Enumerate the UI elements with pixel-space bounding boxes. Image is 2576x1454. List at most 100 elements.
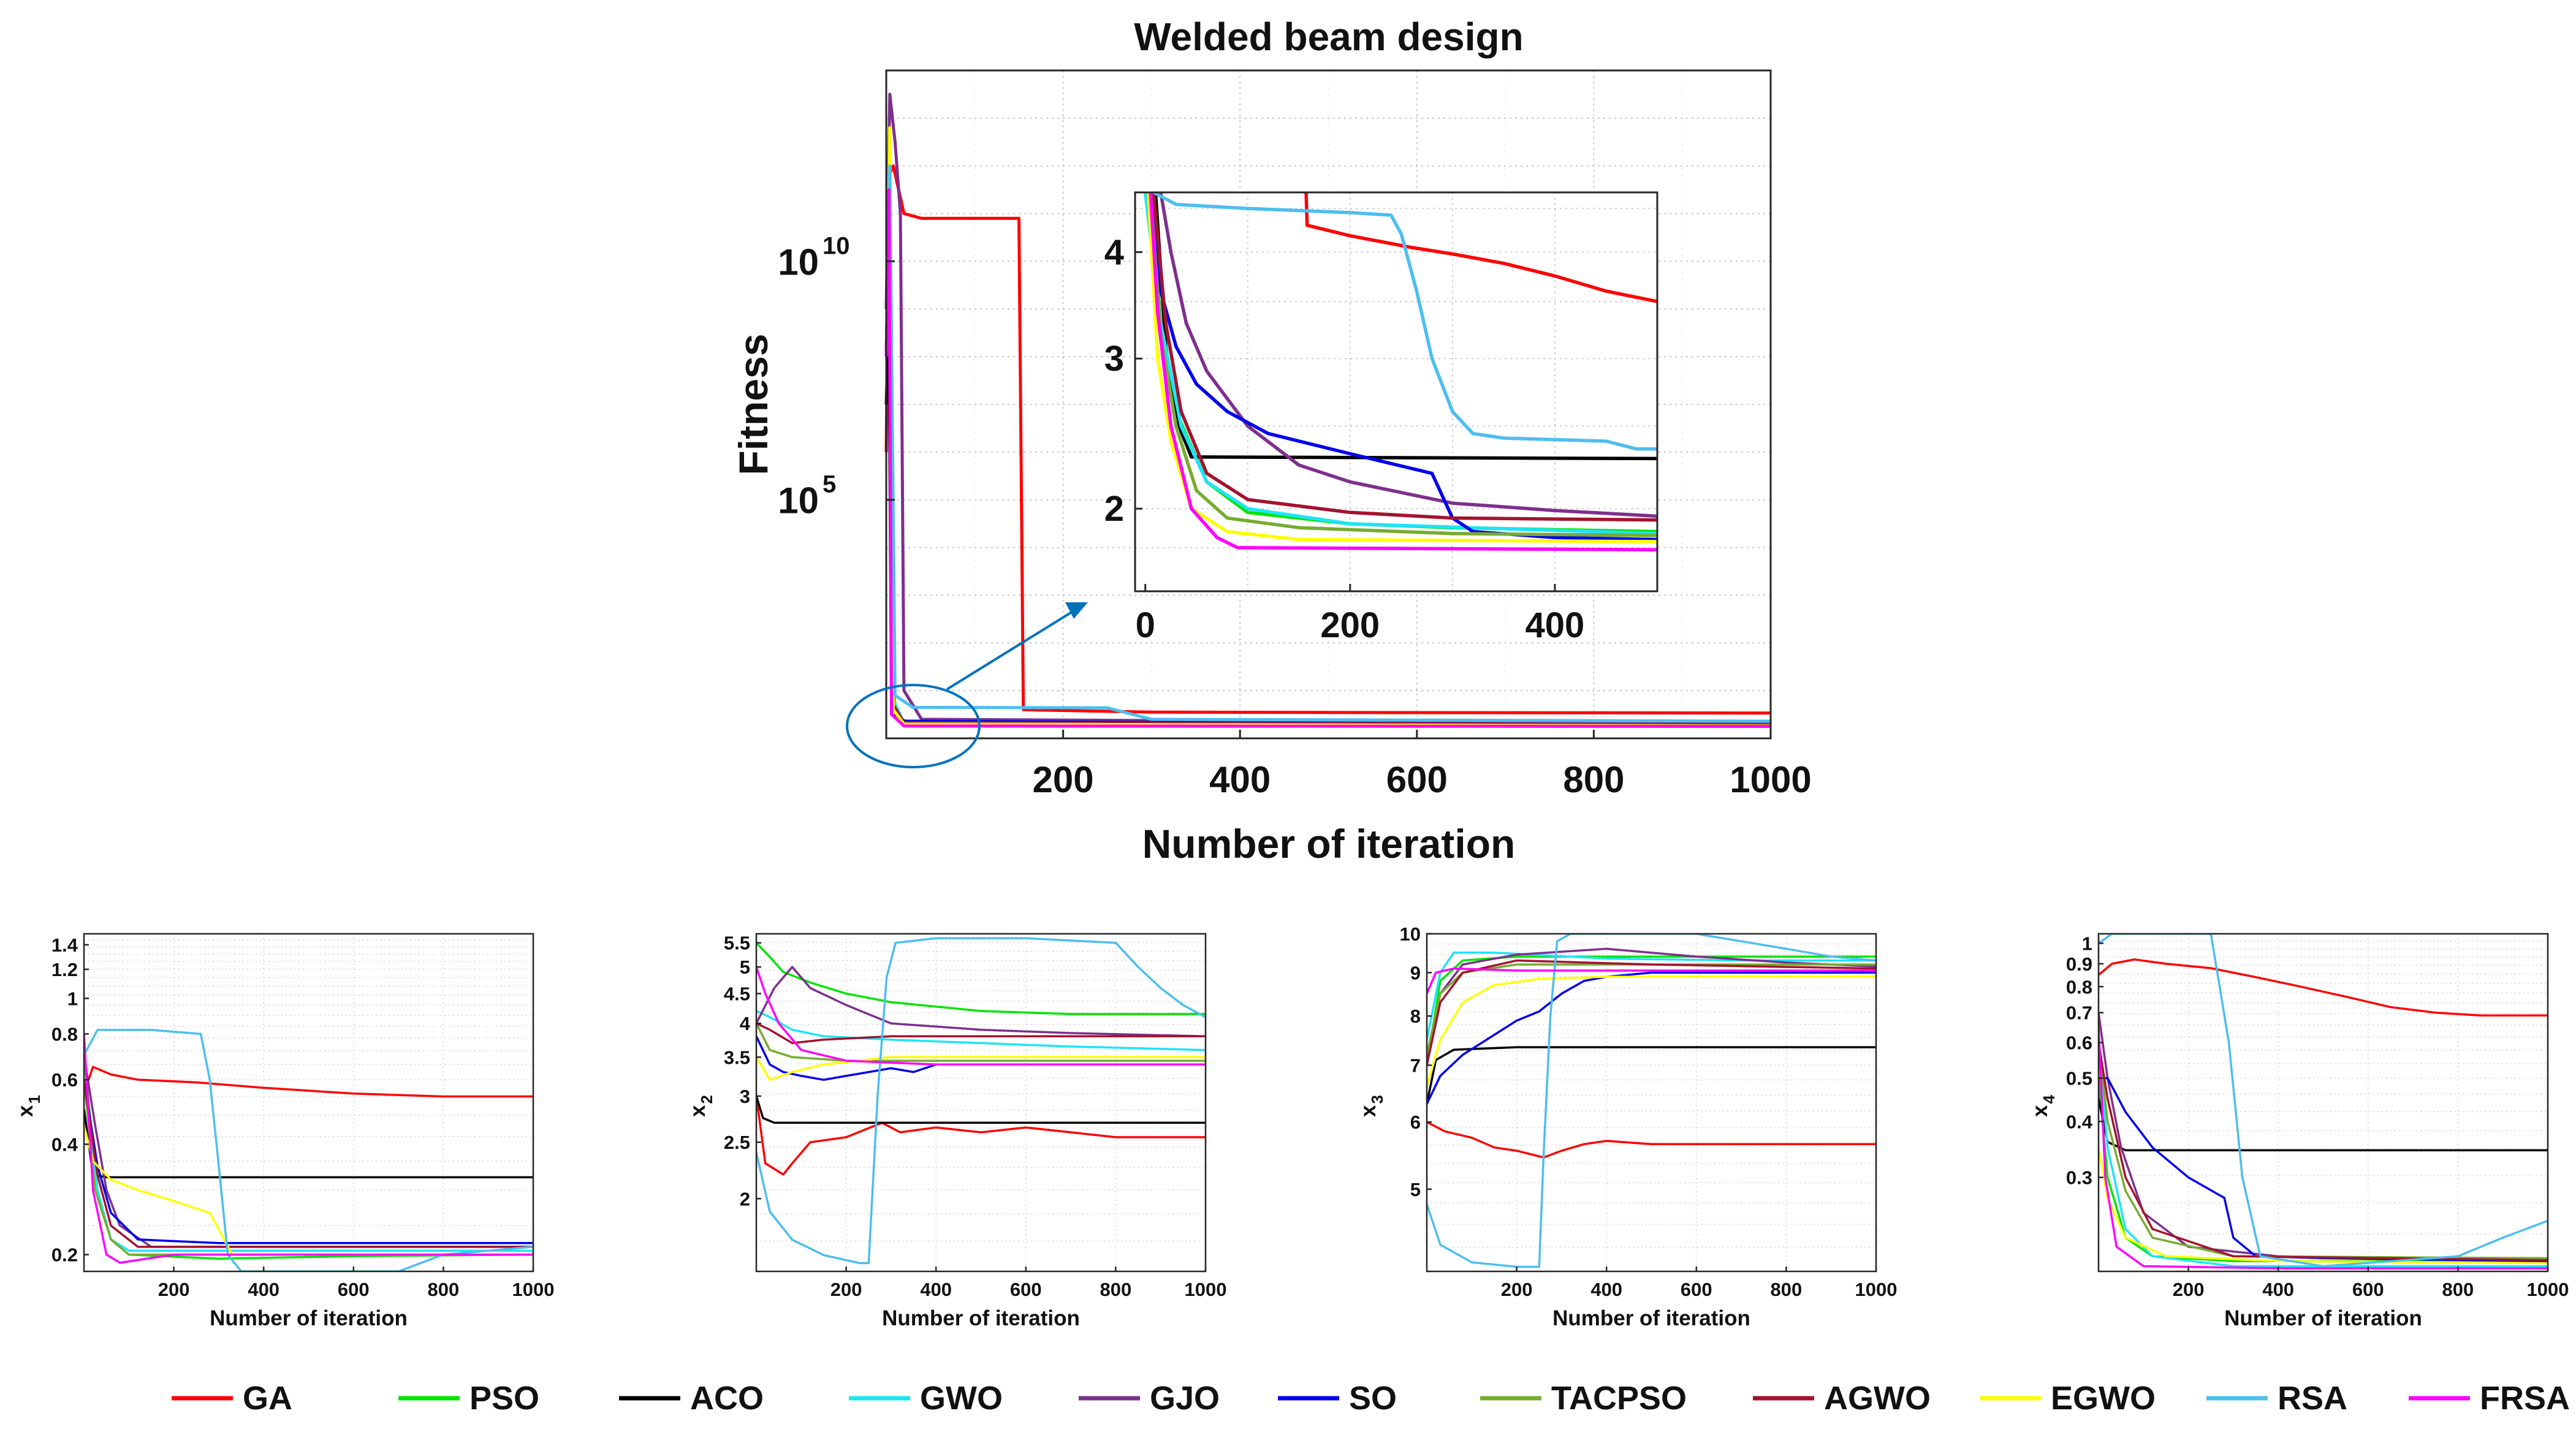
x1-x-tick-label: 600 xyxy=(338,1279,370,1300)
x2-series-gjo xyxy=(756,966,1206,1038)
x3-y-tick-label: 10 xyxy=(1400,923,1421,945)
x4-y-tick-label: 1 xyxy=(2082,933,2092,954)
x2-y-tick-label: 2.5 xyxy=(724,1132,750,1153)
x3-y-axis-label: x3 xyxy=(1356,1095,1386,1117)
x3-y-tick-label: 8 xyxy=(1410,1005,1421,1027)
legend-label-tacpso: TACPSO xyxy=(1551,1380,1687,1417)
inset-series xyxy=(1143,192,1657,551)
x2-y-tick-label: 5.5 xyxy=(724,933,750,954)
main-y-axis-label: Fitness xyxy=(731,333,776,475)
main-x-axis-label: Number of iteration xyxy=(1142,821,1516,866)
main-y-ticks: 10 510 10 xyxy=(778,232,895,521)
x3-series-aco xyxy=(1427,1046,1876,1105)
main-x-tick-label: 200 xyxy=(1033,759,1094,800)
x2-y-tick-label: 3 xyxy=(740,1086,750,1107)
zoom-arrow-head xyxy=(1065,602,1088,619)
x1-y-tick-label: 1.4 xyxy=(51,934,78,956)
x1-grid xyxy=(84,934,533,1271)
x3-x-tick-label: 600 xyxy=(1681,1279,1712,1300)
x4-y-tick-label: 0.4 xyxy=(2066,1111,2093,1132)
x1-plot-area xyxy=(84,934,533,1271)
x4-x-tick-label: 200 xyxy=(2173,1279,2205,1300)
main-x-ticks: 200 400 600 800 1000 xyxy=(1033,730,1812,800)
x3-y-tick-label: 6 xyxy=(1410,1111,1421,1133)
panel-x4: 200 400 600 800 1000 0.3 0.4 0.5 0.6 0.7 0.80.91 Nu… xyxy=(2028,933,2569,1330)
panel-x2: 200 400 600 800 1000 2 2.5 3 3.5 4 4.5 55.5 Number o… xyxy=(686,933,1226,1330)
x1-x-tick-label: 400 xyxy=(248,1279,279,1300)
main-y-tick-label: 10 xyxy=(778,241,819,282)
inset-y-tick-label: 4 xyxy=(1104,232,1124,272)
main-series-gjo xyxy=(884,93,1771,726)
legend-label-so: SO xyxy=(1349,1380,1397,1417)
x2-plot-frame xyxy=(755,933,1207,1273)
legend-label-ga: GA xyxy=(243,1380,292,1417)
x3-x-tick-label: 1000 xyxy=(1855,1279,1898,1300)
x2-x-tick-label: 200 xyxy=(830,1279,862,1300)
inset-series-gjo xyxy=(1159,192,1657,518)
zoom-arrow xyxy=(946,608,1077,691)
x1-y-tick-label: 1.2 xyxy=(51,959,78,980)
x1-x-tick-label: 200 xyxy=(158,1279,190,1300)
x2-x-axis-label: Number of iteration xyxy=(882,1306,1080,1330)
x3-plot-area xyxy=(1427,934,1876,1271)
inset-series-rsa xyxy=(1152,192,1657,451)
main-series-frsa xyxy=(884,188,1771,728)
chart-title: Welded beam design xyxy=(1134,15,1523,59)
x2-x-tick-label: 800 xyxy=(1100,1279,1132,1300)
inset-plot-frame xyxy=(1134,191,1658,593)
x2-series-pso xyxy=(756,942,1206,1015)
legend-item-agwo: AGWO xyxy=(1753,1380,1931,1417)
legend-item-gwo: GWO xyxy=(849,1380,1003,1417)
x4-x-tick-label: 600 xyxy=(2352,1279,2384,1300)
main-x-tick-label: 1000 xyxy=(1730,759,1811,800)
x1-x-tick-label: 1000 xyxy=(512,1279,555,1300)
legend-label-frsa: FRSA xyxy=(2480,1380,2570,1417)
x2-y-tick-label: 4 xyxy=(740,1013,751,1034)
x4-y-tick-label: 0.5 xyxy=(2066,1067,2092,1089)
x4-y-tick-label: 0.6 xyxy=(2066,1032,2092,1054)
legend-label-egwo: EGWO xyxy=(2051,1380,2156,1417)
legend-label-aco: ACO xyxy=(690,1380,764,1417)
x3-x-axis-label: Number of iteration xyxy=(1552,1306,1750,1330)
x2-series-so xyxy=(756,1036,1206,1081)
legend-item-ga: GA xyxy=(172,1380,292,1417)
x3-y-axis-label-main: x xyxy=(1356,1105,1380,1117)
panel-x1: 200 400 600 800 1000 0.2 0.4 0.6 0.8 1 1.2 1.4 Numbe… xyxy=(13,933,555,1330)
x1-series-gwo xyxy=(84,1079,533,1252)
inset-series-ga xyxy=(1304,192,1657,303)
x4-series-egwo xyxy=(2099,1147,2548,1265)
x4-plot-frame xyxy=(2097,933,2549,1273)
x4-series-rsa xyxy=(2099,934,2548,1268)
x2-y-tick-label: 5 xyxy=(740,956,750,978)
legend-label-pso: PSO xyxy=(469,1380,539,1417)
x2-series-tacpso xyxy=(756,1023,1206,1062)
x2-y-tick-label: 2 xyxy=(740,1188,750,1210)
x4-y-axis-label-main: x xyxy=(2028,1105,2052,1117)
main-x-tick-label: 400 xyxy=(1209,759,1271,800)
legend-item-egwo: EGWO xyxy=(1980,1380,2156,1417)
inset-x-tick-label: 200 xyxy=(1320,605,1380,645)
inset-y-tick-label: 3 xyxy=(1104,339,1124,379)
legend-item-aco: ACO xyxy=(619,1380,764,1417)
x1-y-tick-label: 0.2 xyxy=(51,1244,78,1266)
x4-grid xyxy=(2099,934,2548,1271)
legend-label-rsa: RSA xyxy=(2278,1380,2347,1417)
main-y-tick-exponent: 5 xyxy=(823,471,836,498)
x4-series-ga xyxy=(2099,958,2548,1017)
x2-series-egwo xyxy=(756,1056,1206,1081)
x1-series-so xyxy=(84,1079,533,1244)
x4-x-tick-label: 800 xyxy=(2442,1279,2474,1300)
main-x-tick-label: 800 xyxy=(1563,759,1624,800)
x3-y-tick-label: 7 xyxy=(1410,1055,1421,1076)
inset-series-agwo xyxy=(1152,192,1657,522)
legend-item-frsa: FRSA xyxy=(2409,1380,2570,1417)
inset-y-tick-label: 2 xyxy=(1104,489,1124,529)
main-series-rsa xyxy=(884,164,1771,723)
x1-y-axis-label: x1 xyxy=(13,1095,44,1117)
inset-x-ticks: 0 200 400 xyxy=(1136,584,1584,645)
legend-label-gwo: GWO xyxy=(920,1380,1003,1417)
x2-x-tick-label: 400 xyxy=(920,1279,952,1300)
inset-chart: 0 200 400 2 3 4 xyxy=(1104,191,1658,645)
x4-y-tick-label: 0.7 xyxy=(2066,1002,2092,1024)
